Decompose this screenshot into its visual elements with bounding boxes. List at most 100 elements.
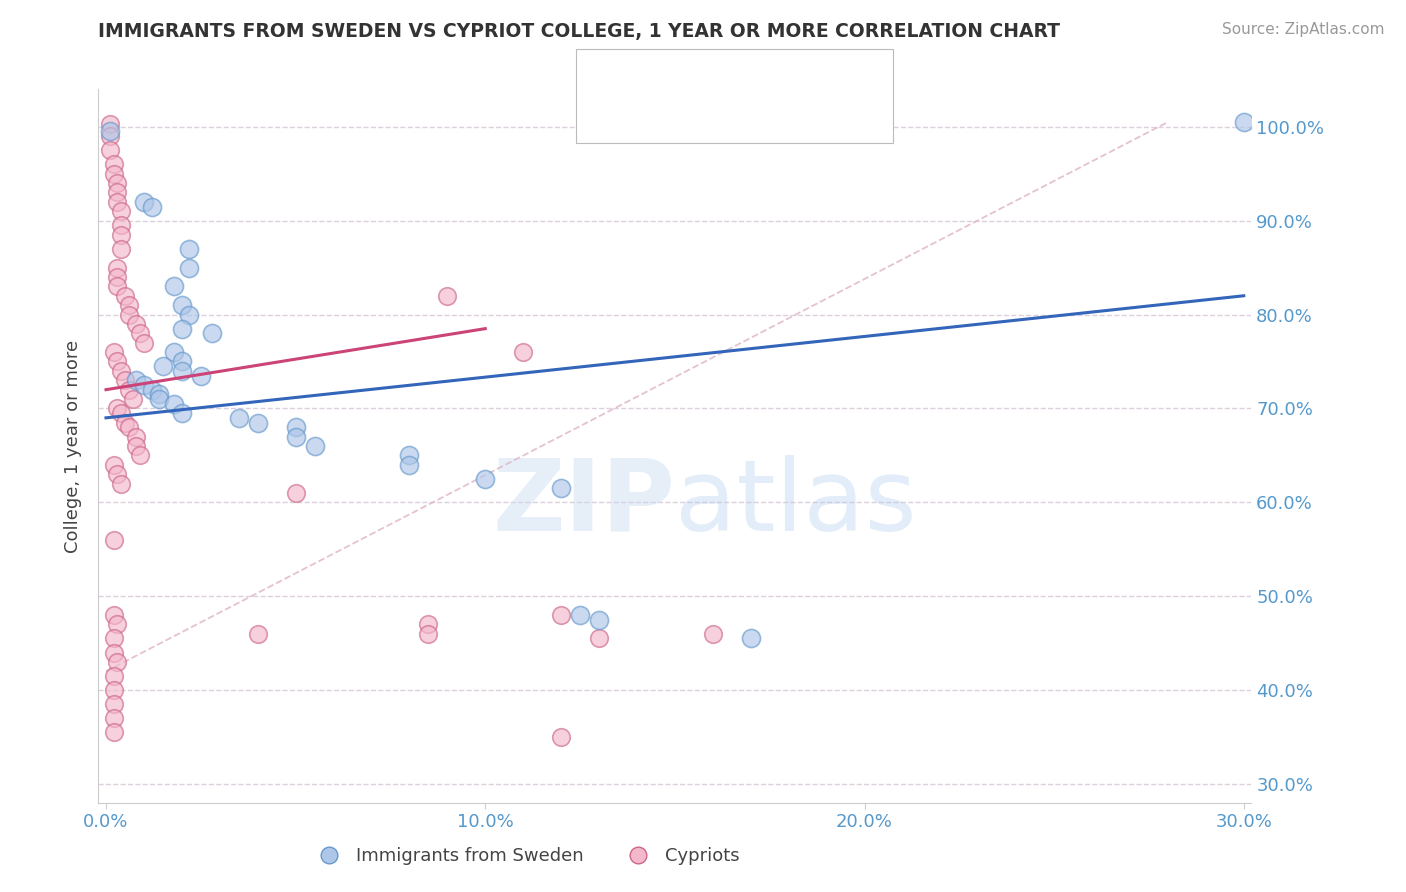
Point — [105, 260, 128, 275]
Point — [103, 669, 125, 683]
Point — [125, 439, 148, 453]
Point — [114, 373, 136, 387]
Point — [141, 383, 163, 397]
Point — [103, 345, 125, 359]
Point — [246, 627, 269, 641]
Point — [284, 420, 307, 434]
Point — [170, 364, 193, 378]
Point — [152, 359, 174, 374]
Point — [170, 298, 193, 312]
Point — [105, 354, 128, 368]
Point — [103, 711, 125, 725]
Point — [132, 194, 155, 209]
Point — [170, 406, 193, 420]
Legend: Immigrants from Sweden, Cypriots: Immigrants from Sweden, Cypriots — [304, 840, 747, 872]
Point — [284, 429, 307, 443]
Point — [179, 242, 201, 256]
Point — [398, 458, 420, 472]
Point — [550, 730, 572, 744]
Point — [103, 683, 125, 698]
Point — [98, 124, 121, 138]
Point — [201, 326, 224, 341]
Point — [1233, 115, 1256, 129]
Point — [170, 354, 193, 368]
Text: ZIP: ZIP — [492, 455, 675, 551]
Point — [163, 397, 186, 411]
Point — [436, 289, 458, 303]
Point — [740, 632, 762, 646]
Point — [105, 617, 128, 632]
Point — [105, 467, 128, 482]
Point — [163, 345, 186, 359]
Point — [118, 298, 141, 312]
Point — [118, 308, 141, 322]
Point — [118, 383, 141, 397]
Point — [103, 607, 125, 622]
Point — [110, 227, 132, 242]
Point — [125, 317, 148, 331]
Point — [121, 392, 143, 406]
Point — [110, 476, 132, 491]
Point — [418, 627, 440, 641]
Point — [148, 392, 170, 406]
Point — [105, 270, 128, 285]
Point — [114, 289, 136, 303]
Point — [110, 219, 132, 233]
Point — [105, 279, 128, 293]
Point — [125, 373, 148, 387]
Point — [163, 279, 186, 293]
Point — [246, 416, 269, 430]
Point — [129, 449, 152, 463]
Point — [110, 242, 132, 256]
Point — [132, 335, 155, 350]
Point — [105, 655, 128, 669]
Point — [398, 449, 420, 463]
Point — [179, 260, 201, 275]
Point — [118, 420, 141, 434]
Point — [141, 200, 163, 214]
Point — [170, 321, 193, 335]
Point — [588, 632, 610, 646]
Y-axis label: College, 1 year or more: College, 1 year or more — [65, 340, 83, 552]
Point — [103, 725, 125, 739]
Text: R =  0.139   N = 34: R = 0.139 N = 34 — [631, 65, 838, 84]
Point — [148, 387, 170, 401]
Point — [512, 345, 534, 359]
Point — [98, 143, 121, 157]
Point — [550, 607, 572, 622]
Point — [125, 429, 148, 443]
Point — [110, 406, 132, 420]
Point — [103, 632, 125, 646]
Point — [105, 194, 128, 209]
Point — [569, 607, 592, 622]
Text: atlas: atlas — [675, 455, 917, 551]
Point — [103, 533, 125, 547]
Point — [103, 697, 125, 711]
Point — [304, 439, 326, 453]
Point — [103, 167, 125, 181]
Text: R =  0.094   N = 58: R = 0.094 N = 58 — [631, 99, 838, 118]
Point — [190, 368, 212, 383]
Point — [103, 458, 125, 472]
Point — [110, 364, 132, 378]
Point — [418, 617, 440, 632]
Point — [98, 129, 121, 144]
Point — [103, 157, 125, 171]
Point — [550, 481, 572, 495]
Point — [129, 326, 152, 341]
Point — [474, 472, 496, 486]
Point — [105, 186, 128, 200]
Text: Source: ZipAtlas.com: Source: ZipAtlas.com — [1222, 22, 1385, 37]
Point — [114, 416, 136, 430]
Text: IMMIGRANTS FROM SWEDEN VS CYPRIOT COLLEGE, 1 YEAR OR MORE CORRELATION CHART: IMMIGRANTS FROM SWEDEN VS CYPRIOT COLLEG… — [98, 22, 1060, 41]
Point — [98, 117, 121, 131]
Point — [105, 176, 128, 190]
Point — [110, 204, 132, 219]
Point — [179, 308, 201, 322]
Point — [228, 410, 250, 425]
Point — [588, 613, 610, 627]
Point — [103, 646, 125, 660]
Point — [132, 378, 155, 392]
Point — [105, 401, 128, 416]
Point — [702, 627, 724, 641]
